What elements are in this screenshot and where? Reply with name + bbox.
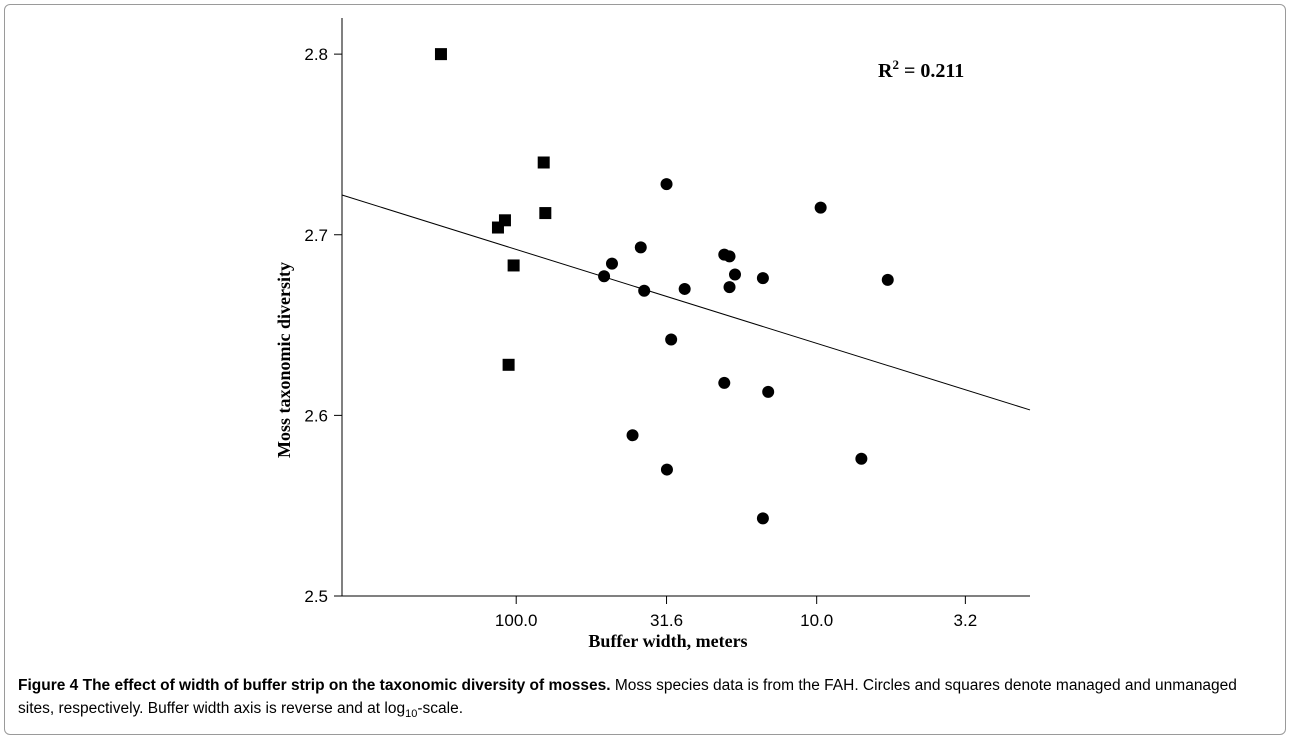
y-tick-label: 2.6 bbox=[304, 406, 328, 425]
square-point bbox=[434, 48, 447, 61]
circle-point bbox=[665, 333, 678, 346]
circle-point bbox=[756, 512, 769, 525]
circle-point bbox=[660, 463, 673, 476]
circle-point bbox=[728, 268, 741, 281]
circle-point bbox=[626, 429, 639, 442]
circle-point bbox=[660, 178, 673, 191]
square-point bbox=[507, 259, 520, 272]
circle-point bbox=[723, 250, 736, 263]
square-point bbox=[498, 214, 511, 227]
figure-frame bbox=[4, 4, 1286, 735]
y-tick-label: 2.7 bbox=[304, 226, 328, 245]
r-squared-annotation: R2 = 0.211 bbox=[878, 57, 964, 82]
x-tick-label: 3.2 bbox=[954, 611, 978, 630]
square-point bbox=[539, 207, 552, 220]
figure-caption: Figure 4 The effect of width of buffer s… bbox=[18, 674, 1268, 726]
x-tick-label: 31.6 bbox=[650, 611, 683, 630]
circle-point bbox=[678, 282, 691, 295]
circle-point bbox=[855, 452, 868, 465]
circle-point bbox=[718, 376, 731, 389]
square-point bbox=[502, 358, 515, 371]
circle-point bbox=[638, 284, 651, 297]
circle-point bbox=[598, 270, 611, 283]
circle-point bbox=[756, 272, 769, 285]
x-tick-label: 100.0 bbox=[495, 611, 538, 630]
x-tick-label: 10.0 bbox=[800, 611, 833, 630]
points-layer bbox=[434, 48, 894, 525]
x-axis-label: Buffer width, meters bbox=[588, 631, 747, 651]
regression-line bbox=[341, 194, 1031, 411]
r2-base: R bbox=[878, 60, 893, 82]
circle-point bbox=[762, 385, 775, 398]
circle-point bbox=[605, 257, 618, 270]
axes: 2.5 2.6 2.7 2.8 100.0 31.6 10.0 3.2 bbox=[304, 18, 1030, 630]
caption-lead: Figure 4 The effect of width of buffer s… bbox=[18, 677, 611, 694]
caption-tail: -scale. bbox=[417, 700, 464, 717]
square-point bbox=[537, 156, 550, 169]
circle-point bbox=[814, 201, 827, 214]
regression-layer bbox=[341, 194, 1031, 411]
y-tick-label: 2.8 bbox=[304, 45, 328, 64]
r2-rest: = 0.211 bbox=[899, 60, 964, 82]
circle-point bbox=[881, 273, 894, 286]
r2-sup: 2 bbox=[892, 57, 899, 72]
y-axis-label: Moss taxonomic diversity bbox=[274, 262, 294, 458]
y-tick-label: 2.5 bbox=[304, 587, 328, 606]
caption-body: Moss species data is from the FAH. Circl… bbox=[18, 677, 1237, 717]
circle-point bbox=[723, 281, 736, 294]
circle-point bbox=[634, 241, 647, 254]
caption-subscript: 10 bbox=[405, 708, 418, 721]
